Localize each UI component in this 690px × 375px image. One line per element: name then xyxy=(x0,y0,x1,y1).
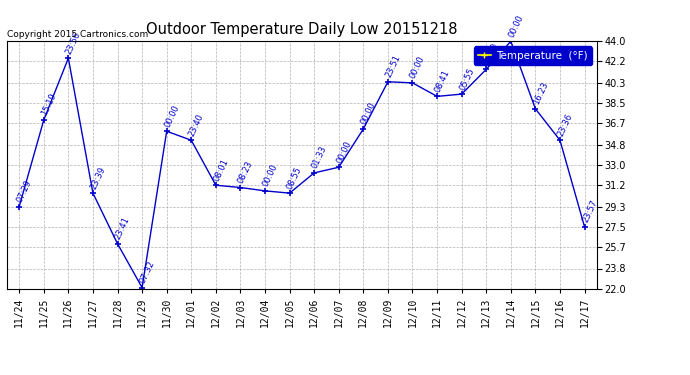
Text: Copyright 2015 Cartronics.com: Copyright 2015 Cartronics.com xyxy=(7,30,148,39)
Text: 23:51: 23:51 xyxy=(384,54,402,79)
Text: 00:00: 00:00 xyxy=(163,103,181,129)
Text: 07:29: 07:29 xyxy=(15,178,33,204)
Text: 05:55: 05:55 xyxy=(457,66,476,92)
Text: 16:23: 16:23 xyxy=(531,80,550,106)
Text: 23:39: 23:39 xyxy=(89,165,107,190)
Text: 00:00: 00:00 xyxy=(507,13,525,39)
Text: 00:00: 00:00 xyxy=(359,101,377,126)
Text: 08:23: 08:23 xyxy=(237,159,255,185)
Text: 23:57: 23:57 xyxy=(580,198,599,224)
Text: 01:33: 01:33 xyxy=(310,144,328,170)
Text: 00:00: 00:00 xyxy=(408,55,426,80)
Legend: Temperature  (°F): Temperature (°F) xyxy=(474,46,591,65)
Text: 23:36: 23:36 xyxy=(556,112,574,138)
Text: 08:01: 08:01 xyxy=(212,157,230,183)
Title: Outdoor Temperature Daily Low 20151218: Outdoor Temperature Daily Low 20151218 xyxy=(146,22,457,37)
Text: 00:00: 00:00 xyxy=(261,163,279,188)
Text: 23:41: 23:41 xyxy=(114,216,132,241)
Text: 08:41: 08:41 xyxy=(433,68,451,94)
Text: 07:32: 07:32 xyxy=(138,259,157,285)
Text: 08:00: 08:00 xyxy=(482,41,500,67)
Text: 00:00: 00:00 xyxy=(335,139,353,165)
Text: 23:56: 23:56 xyxy=(64,30,83,56)
Text: 23:40: 23:40 xyxy=(187,112,206,138)
Text: 08:55: 08:55 xyxy=(286,165,304,190)
Text: 15:19: 15:19 xyxy=(40,92,58,117)
